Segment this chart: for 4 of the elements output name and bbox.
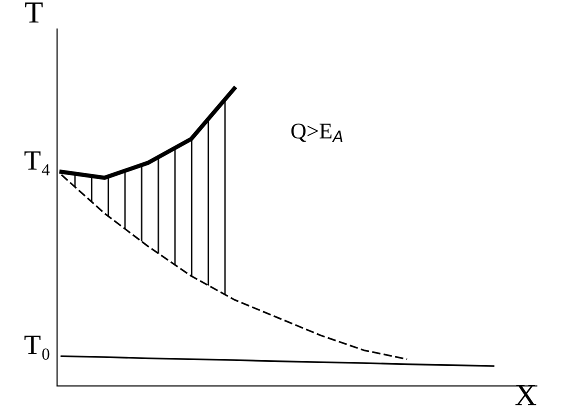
annotation: Q>E$_{A}$ [291, 124, 342, 142]
text: T₀ [24, 336, 50, 360]
y-axis-title: T [25, 2, 43, 23]
text: T₄ [24, 151, 50, 176]
